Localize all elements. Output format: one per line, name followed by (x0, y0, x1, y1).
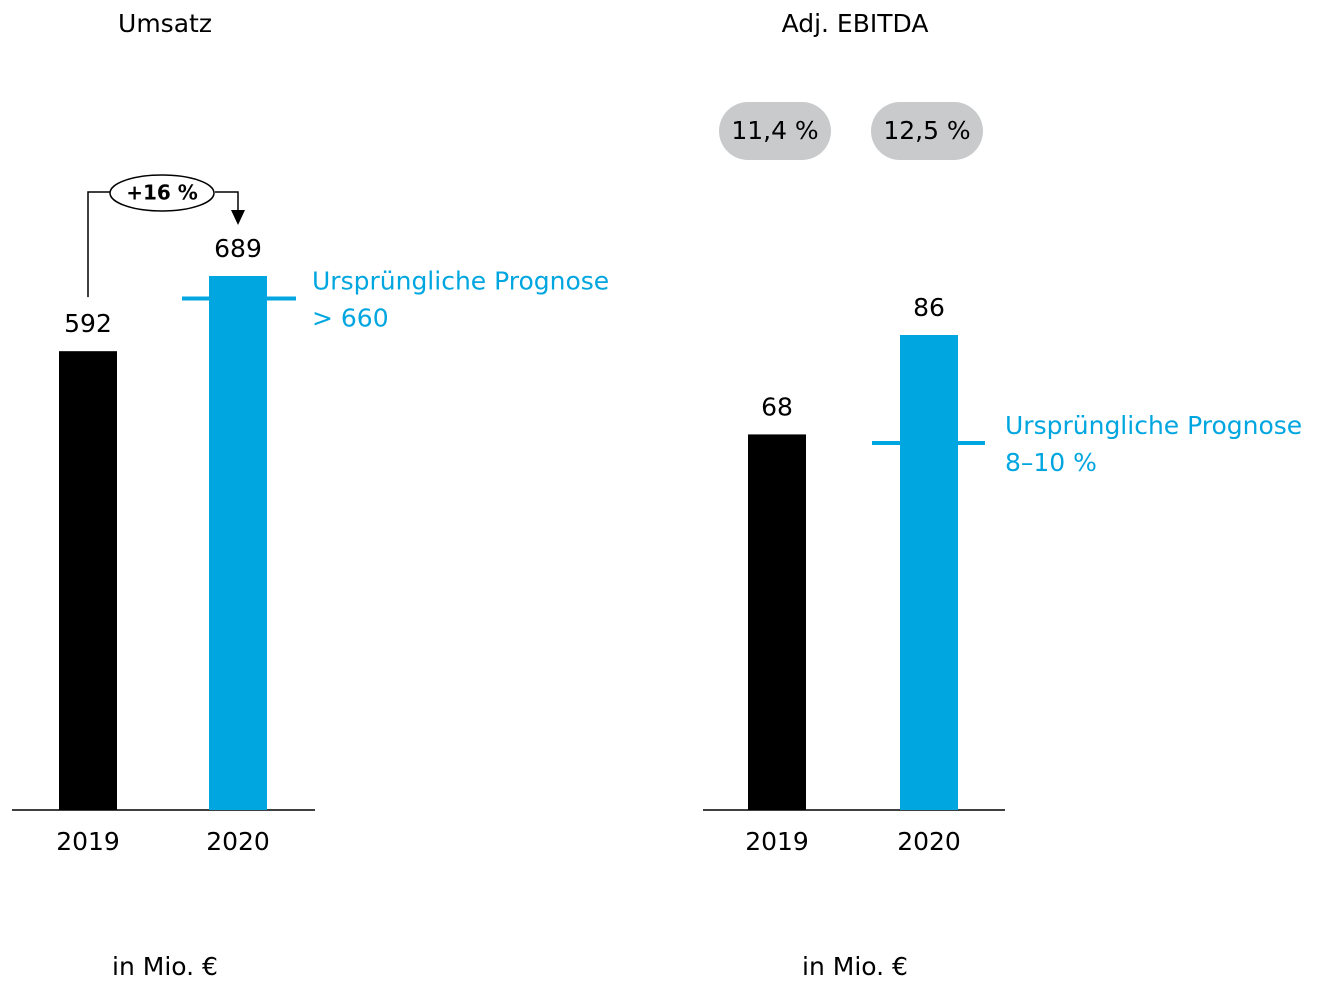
margin-label: 12,5 % (883, 116, 970, 145)
growth-arrow (231, 210, 245, 225)
x-tick-label: 2019 (745, 827, 809, 856)
value-label: 68 (761, 392, 793, 421)
bar (748, 434, 806, 810)
x-tick-label: 2019 (56, 827, 120, 856)
bar (59, 351, 117, 810)
forecast-name: Ursprüngliche Prognose (312, 266, 609, 295)
margin-badge (871, 102, 983, 160)
value-label: 86 (913, 293, 945, 322)
value-label: 592 (64, 309, 112, 338)
growth-connector (87, 191, 239, 298)
value-label: 689 (214, 234, 262, 263)
forecast-label: 8–10 % (1005, 448, 1097, 477)
chart-title: Umsatz (118, 9, 212, 38)
chart-title: Adj. EBITDA (782, 9, 929, 38)
x-tick-label: 2020 (897, 827, 961, 856)
forecast-label: > 660 (312, 303, 389, 332)
unit-label: in Mio. € (112, 952, 218, 981)
x-tick-label: 2020 (206, 827, 270, 856)
margin-badge (719, 102, 831, 160)
growth-badge (109, 174, 215, 212)
bar (900, 335, 958, 810)
forecast-name: Ursprüngliche Prognose (1005, 411, 1302, 440)
bar (209, 276, 267, 810)
margin-label: 11,4 % (731, 116, 818, 145)
unit-label: in Mio. € (802, 952, 908, 981)
growth-label: +16 % (126, 181, 198, 205)
